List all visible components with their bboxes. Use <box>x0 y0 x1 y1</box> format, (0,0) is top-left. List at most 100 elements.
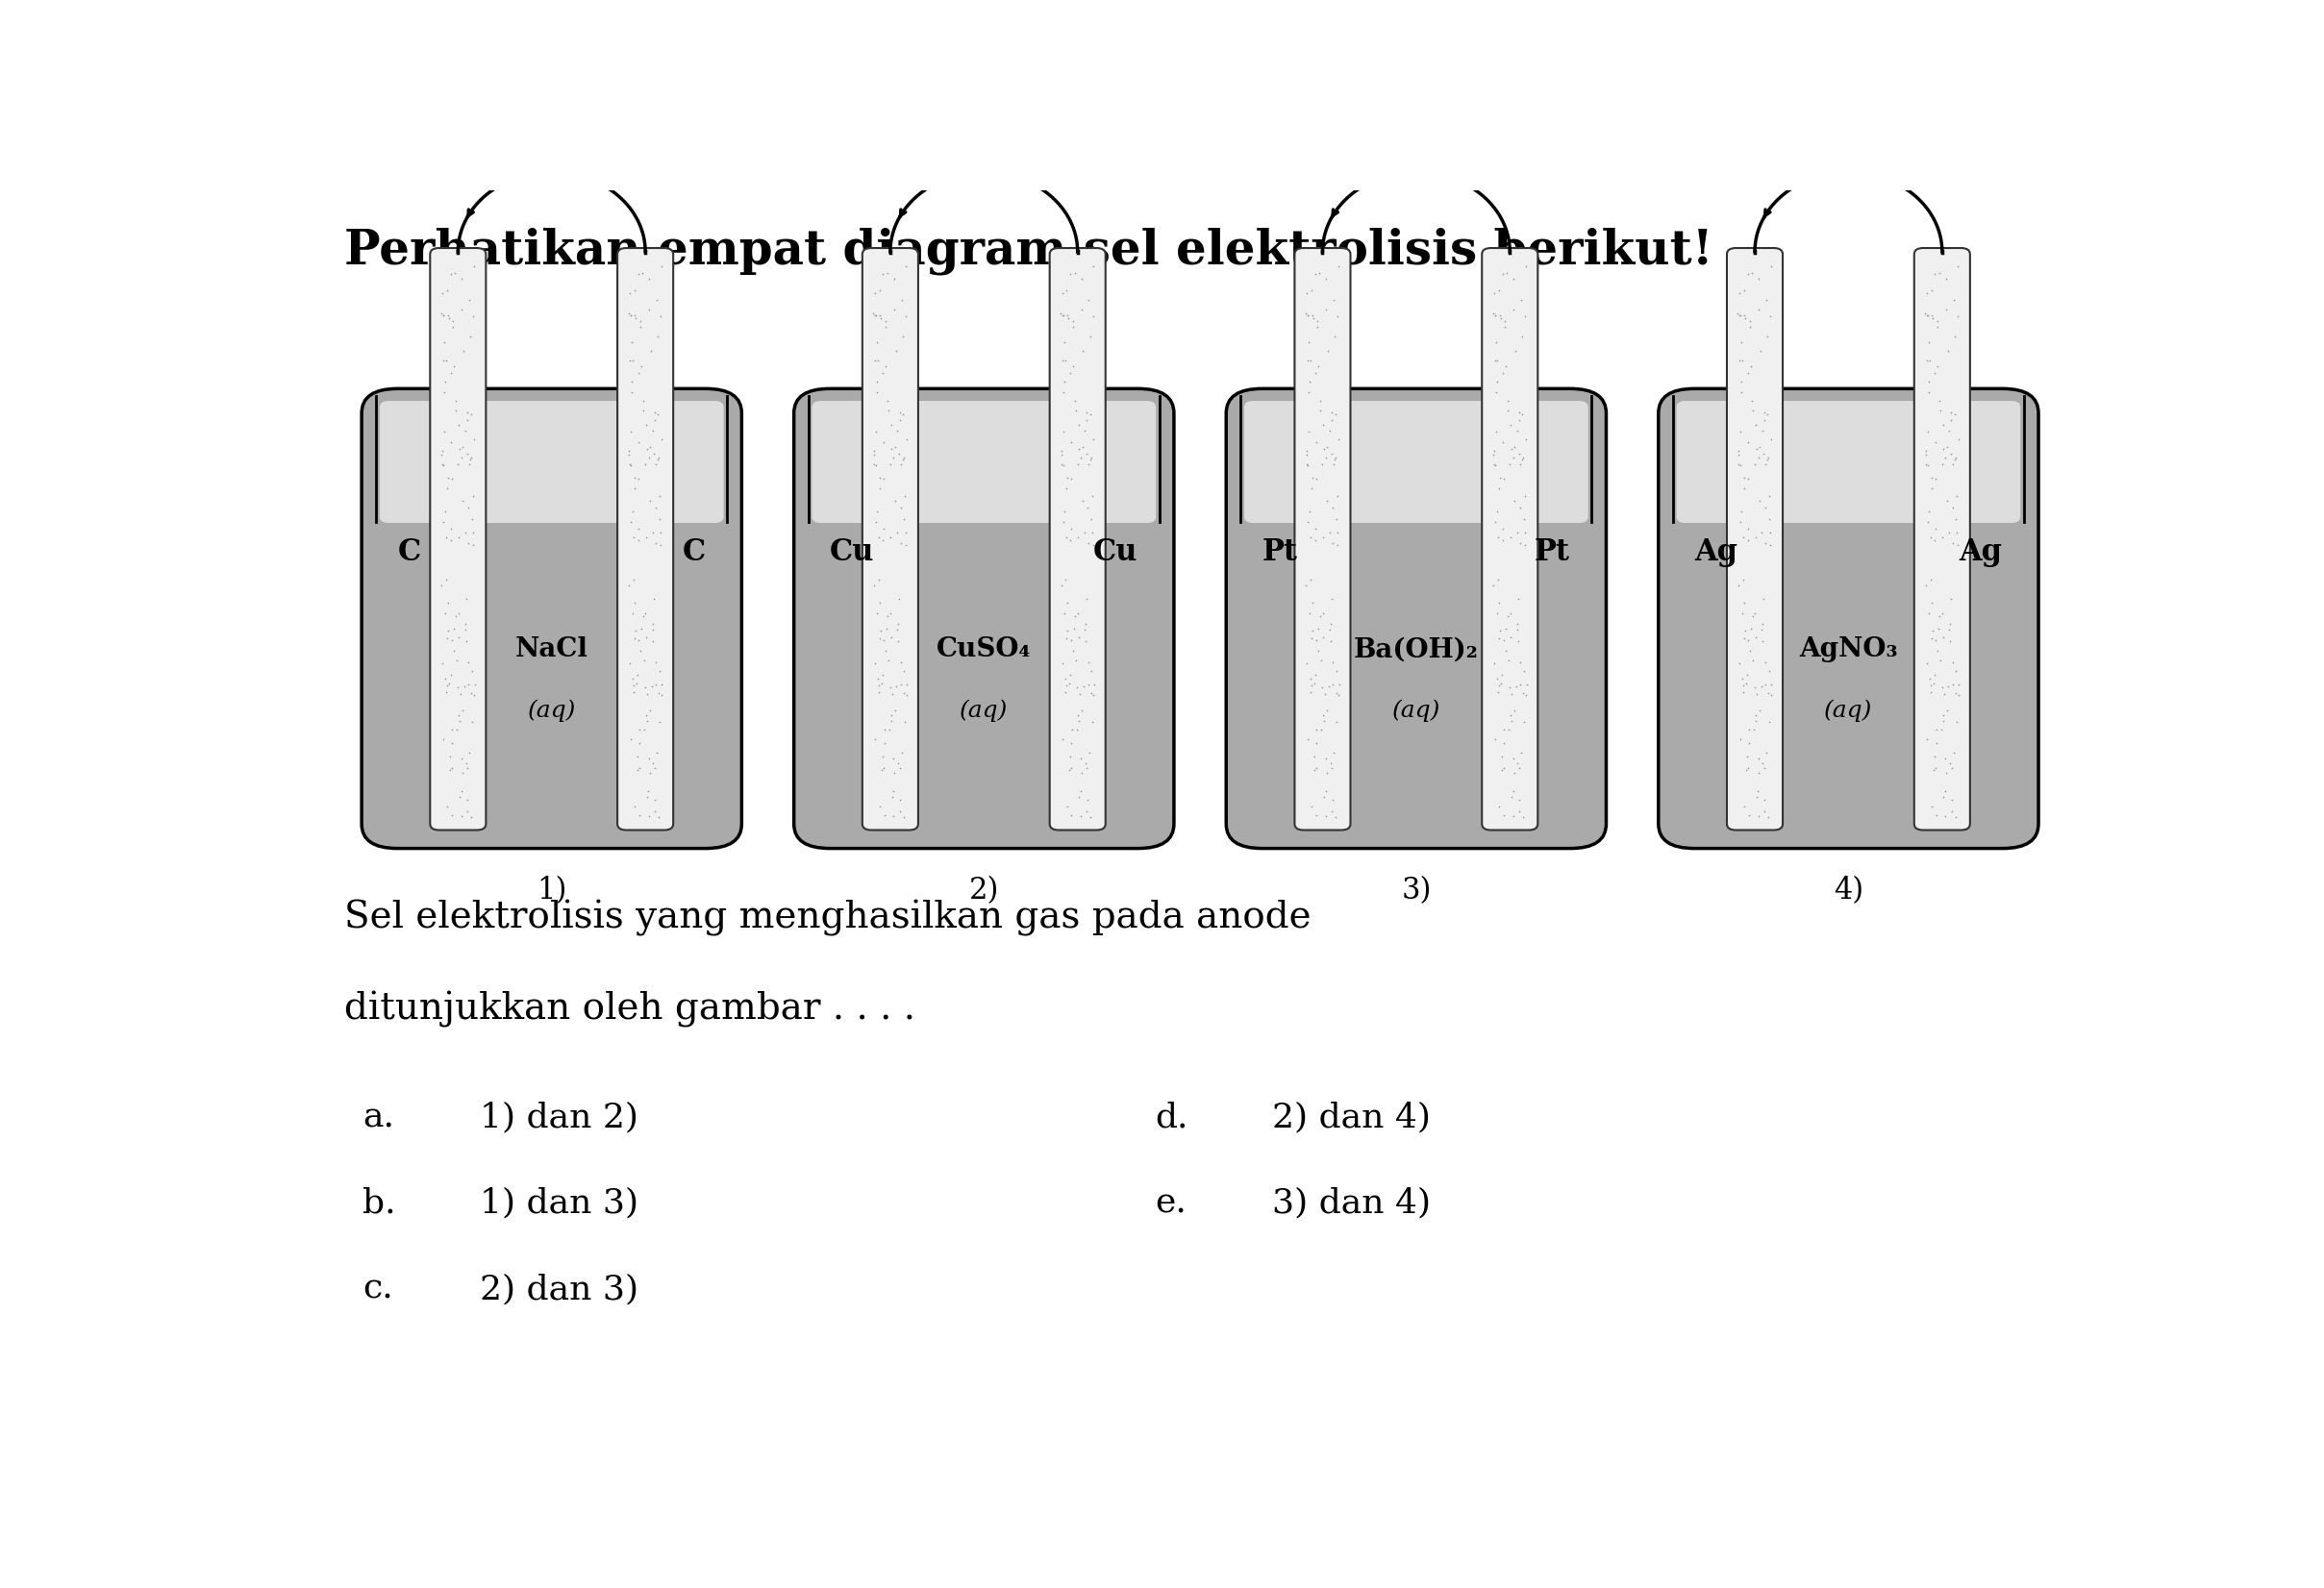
Point <box>1501 451 1538 476</box>
Point <box>881 799 918 824</box>
Point <box>1046 665 1083 691</box>
Point <box>1917 516 1954 542</box>
Point <box>883 495 920 521</box>
Point <box>860 680 897 705</box>
Point <box>1304 600 1341 626</box>
Point <box>858 302 895 327</box>
Point <box>611 573 648 599</box>
Point <box>1311 751 1348 777</box>
Point <box>1069 799 1106 824</box>
Point <box>1908 303 1945 329</box>
Point <box>1318 659 1355 684</box>
Point <box>1734 648 1771 673</box>
Point <box>867 314 904 340</box>
Point <box>632 697 669 723</box>
Point <box>627 624 665 649</box>
Point <box>1920 354 1957 380</box>
Point <box>1506 519 1543 545</box>
Point <box>439 718 476 743</box>
Point <box>425 330 462 356</box>
Point <box>1480 626 1518 651</box>
Point <box>425 453 462 478</box>
Point <box>1497 673 1534 699</box>
Point <box>1501 649 1538 675</box>
Point <box>428 475 465 500</box>
Point <box>878 673 916 699</box>
Point <box>1074 483 1111 508</box>
Point <box>627 526 665 551</box>
Point <box>885 680 923 705</box>
Point <box>614 368 651 394</box>
Point <box>435 716 472 742</box>
Point <box>1492 437 1529 462</box>
Point <box>1492 784 1529 810</box>
Point <box>1306 681 1343 707</box>
Point <box>1483 662 1520 688</box>
Point <box>1301 399 1339 424</box>
Point <box>1315 446 1353 472</box>
Point <box>1727 303 1764 329</box>
Point <box>627 600 665 626</box>
Point <box>446 751 483 777</box>
Point <box>1490 399 1527 424</box>
Point <box>885 483 923 508</box>
Point <box>456 252 493 278</box>
Point <box>1494 761 1532 786</box>
Point <box>439 702 476 727</box>
Point <box>1913 465 1950 491</box>
Point <box>1752 252 1789 278</box>
Point <box>449 441 486 467</box>
Point <box>456 532 493 557</box>
Point <box>1724 600 1762 626</box>
Point <box>1501 530 1538 556</box>
Point <box>1750 445 1787 470</box>
Point <box>865 467 902 492</box>
Point <box>1724 278 1762 303</box>
Point <box>1731 716 1769 742</box>
Point <box>451 324 488 349</box>
Point <box>1301 603 1339 629</box>
Point <box>1050 670 1088 696</box>
Point <box>885 507 923 532</box>
Point <box>1743 629 1780 654</box>
Point <box>888 683 925 708</box>
Point <box>1048 673 1085 699</box>
Point <box>1729 516 1766 542</box>
Point <box>1485 429 1522 454</box>
FancyBboxPatch shape <box>1243 400 1587 522</box>
Point <box>1297 757 1334 783</box>
Point <box>1931 521 1968 546</box>
Point <box>1508 252 1545 278</box>
Point <box>1287 451 1325 476</box>
Point <box>1927 778 1964 804</box>
Point <box>1485 516 1522 542</box>
Point <box>1913 591 1950 616</box>
Point <box>1750 680 1787 705</box>
Point <box>1069 495 1106 521</box>
Point <box>1917 627 1954 653</box>
Point <box>1043 302 1081 327</box>
Point <box>623 638 660 664</box>
Point <box>1913 794 1950 819</box>
Point <box>858 726 895 751</box>
Point <box>1745 407 1783 432</box>
Point <box>1060 600 1097 626</box>
Point <box>1501 441 1538 467</box>
Point <box>1913 680 1950 705</box>
Point <box>1743 751 1780 777</box>
Point <box>865 754 902 780</box>
Point <box>1752 427 1789 453</box>
Point <box>1071 324 1109 349</box>
Point <box>435 308 472 333</box>
Point <box>1915 757 1952 783</box>
Point <box>1478 600 1515 626</box>
Point <box>860 665 897 691</box>
Point <box>423 651 460 676</box>
Point <box>1301 648 1339 673</box>
Point <box>435 314 472 340</box>
Point <box>627 413 665 438</box>
Point <box>1490 603 1527 629</box>
Point <box>1304 453 1341 478</box>
Point <box>644 672 681 697</box>
Point <box>1476 453 1513 478</box>
